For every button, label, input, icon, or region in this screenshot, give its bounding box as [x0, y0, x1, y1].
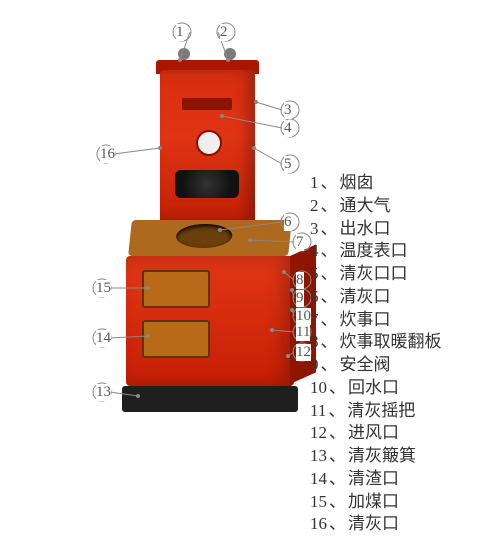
callout-number: 2 — [220, 24, 228, 41]
temperature-gauge — [196, 130, 222, 156]
legend-label: 清灰口 — [340, 287, 391, 306]
callout-number: 8 — [296, 272, 304, 289]
legend-separator: 、 — [329, 468, 346, 491]
legend-label: 炊事口 — [340, 310, 391, 329]
legend-row: 9、安全阀 — [310, 354, 442, 377]
legend-row: 8、炊事取暖翻板 — [310, 331, 442, 354]
legend-label: 烟囱 — [340, 173, 374, 192]
legend-label: 通大气 — [340, 196, 391, 215]
callout-number: 1 — [176, 24, 184, 41]
legend-row: 1、烟囱 — [310, 172, 442, 195]
legend-row: 12、进风口 — [310, 422, 442, 445]
legend-label: 回水口 — [348, 378, 399, 397]
legend-label: 炊事取暖翻板 — [340, 332, 442, 351]
legend-separator: 、 — [321, 263, 338, 286]
chimney-port — [178, 48, 190, 60]
legend-separator: 、 — [329, 422, 346, 445]
legend-number: 13 — [310, 445, 327, 468]
legend-number: 9 — [310, 354, 319, 377]
legend-separator: 、 — [321, 286, 338, 309]
legend-row: 2、通大气 — [310, 195, 442, 218]
legend-row: 15、加煤口 — [310, 491, 442, 514]
legend-row: 7、炊事口 — [310, 309, 442, 332]
legend-number: 5 — [310, 263, 319, 286]
legend-label: 清灰簸箕 — [348, 446, 416, 465]
ash-tray — [122, 386, 298, 412]
legend-separator: 、 — [321, 309, 338, 332]
coal-door — [142, 270, 210, 308]
callout-number: 13 — [96, 384, 111, 401]
legend-number: 14 — [310, 468, 327, 491]
legend-number: 8 — [310, 331, 319, 354]
legend-number: 4 — [310, 240, 319, 263]
legend-number: 15 — [310, 491, 327, 514]
callout-number: 4 — [284, 120, 292, 137]
legend-number: 16 — [310, 513, 327, 536]
legend-separator: 、 — [321, 195, 338, 218]
air-port — [224, 48, 236, 60]
legend-separator: 、 — [321, 172, 338, 195]
callout-number: 12 — [296, 344, 311, 361]
legend-number: 6 — [310, 286, 319, 309]
legend-separator: 、 — [321, 218, 338, 241]
legend-separator: 、 — [329, 377, 346, 400]
callout-number: 11 — [296, 324, 310, 341]
legend-number: 11 — [310, 400, 326, 423]
legend-number: 7 — [310, 309, 319, 332]
legend-row: 11、清灰摇把 — [310, 400, 442, 423]
cook-top — [128, 220, 292, 256]
legend-row: 6、清灰口 — [310, 286, 442, 309]
legend-row: 4、温度表口 — [310, 240, 442, 263]
legend-label: 进风口 — [348, 423, 399, 442]
legend-separator: 、 — [328, 400, 345, 423]
callout-number: 16 — [100, 146, 115, 163]
legend-row: 3、出水口 — [310, 218, 442, 241]
legend-separator: 、 — [329, 491, 346, 514]
legend-label: 安全阀 — [340, 355, 391, 374]
legend-row: 13、清灰簸箕 — [310, 445, 442, 468]
callout-number: 5 — [284, 156, 292, 173]
legend-label: 清灰摇把 — [347, 401, 415, 420]
legend-number: 3 — [310, 218, 319, 241]
legend-separator: 、 — [329, 445, 346, 468]
legend-label: 出水口 — [340, 219, 391, 238]
legend-separator: 、 — [329, 513, 346, 536]
callout-number: 10 — [296, 308, 311, 325]
legend-number: 10 — [310, 377, 327, 400]
callout-number: 14 — [96, 330, 111, 347]
legend-number: 1 — [310, 172, 319, 195]
parts-legend: 1、烟囱2、通大气3、出水口4、温度表口5、清灰口口6、清灰口7、炊事口8、炊事… — [310, 172, 442, 536]
legend-label: 清渣口 — [348, 469, 399, 488]
legend-label: 温度表口 — [340, 241, 408, 260]
legend-row: 10、回水口 — [310, 377, 442, 400]
callout-number: 9 — [296, 290, 304, 307]
legend-number: 2 — [310, 195, 319, 218]
callout-number: 3 — [284, 102, 292, 119]
legend-row: 5、清灰口口 — [310, 263, 442, 286]
legend-label: 清灰口口 — [340, 264, 408, 283]
water-outlet — [182, 98, 232, 110]
callout-number: 6 — [284, 214, 292, 231]
legend-label: 清灰口 — [348, 514, 399, 533]
callout-number: 15 — [96, 280, 111, 297]
callout-number: 7 — [296, 234, 304, 251]
legend-number: 12 — [310, 422, 327, 445]
slag-door — [142, 320, 210, 358]
legend-label: 加煤口 — [348, 492, 399, 511]
legend-row: 16、清灰口 — [310, 513, 442, 536]
legend-row: 14、清渣口 — [310, 468, 442, 491]
legend-separator: 、 — [321, 240, 338, 263]
legend-separator: 、 — [321, 331, 338, 354]
brand-emblem — [175, 170, 239, 198]
legend-separator: 、 — [321, 354, 338, 377]
